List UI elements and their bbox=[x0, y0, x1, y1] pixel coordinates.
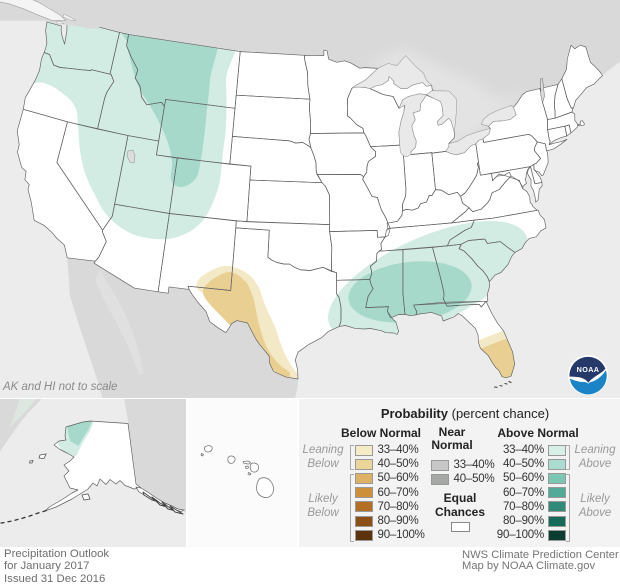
svg-text:NOAA: NOAA bbox=[577, 365, 600, 374]
